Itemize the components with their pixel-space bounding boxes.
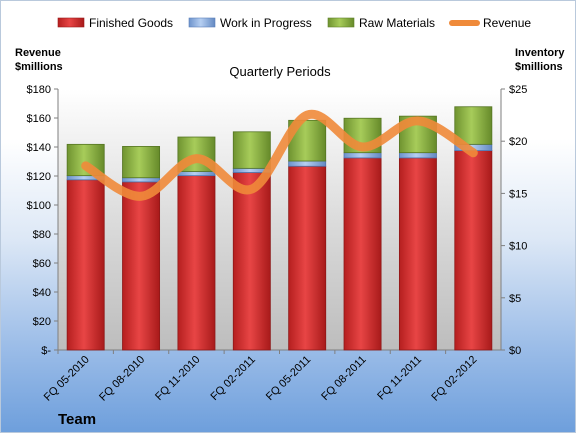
bar-finished-goods bbox=[343, 157, 382, 351]
x-tick-label: FQ 11-2010 bbox=[153, 354, 202, 403]
right-tick-label: $20 bbox=[509, 136, 527, 148]
right-tick-label: $15 bbox=[509, 188, 527, 200]
x-tick-label: FQ 02-2012 bbox=[429, 354, 479, 404]
bar-work-in-progress bbox=[177, 171, 216, 177]
legend-label-revenue: Revenue bbox=[483, 16, 531, 30]
revenue-line bbox=[81, 109, 478, 201]
bar-finished-goods bbox=[232, 172, 271, 351]
bar-work-in-progress bbox=[398, 152, 437, 159]
x-tick-label: FQ 08-2011 bbox=[319, 354, 368, 403]
left-tick-label: $40 bbox=[33, 287, 51, 299]
right-tick-label: $0 bbox=[509, 345, 521, 357]
left-tick-label: $140 bbox=[27, 142, 51, 154]
legend-item-raw-materials: Raw Materials bbox=[327, 16, 435, 30]
right-tick-label: $5 bbox=[509, 293, 521, 305]
legend-label-work-in-progress: Work in Progress bbox=[220, 16, 312, 30]
right-axis-title-line2: $millions bbox=[515, 61, 563, 73]
bar-finished-goods bbox=[66, 179, 105, 351]
left-tick-label: $160 bbox=[27, 113, 51, 125]
legend-item-revenue: Revenue bbox=[449, 16, 531, 30]
x-tick-label: FQ 05-2010 bbox=[42, 354, 92, 404]
left-tick-label: $120 bbox=[27, 171, 51, 183]
left-tick-label: $180 bbox=[27, 84, 51, 96]
left-tick-label: $60 bbox=[33, 258, 51, 270]
legend-label-finished-goods: Finished Goods bbox=[89, 16, 173, 30]
left-axis-title-line1: Revenue bbox=[15, 47, 61, 59]
legend-item-finished-goods: Finished Goods bbox=[57, 16, 173, 30]
legend-label-raw-materials: Raw Materials bbox=[359, 16, 435, 30]
legend-swatch-work-in-progress bbox=[188, 17, 216, 28]
bar-finished-goods bbox=[177, 175, 216, 351]
x-tick-label: FQ 05-2011 bbox=[264, 354, 313, 403]
x-tick-label: FQ 11-2011 bbox=[375, 354, 424, 403]
right-axis-title-line1: Inventory bbox=[515, 47, 565, 59]
bar-raw-materials bbox=[232, 131, 271, 169]
legend-swatch-finished-goods bbox=[57, 17, 85, 28]
left-tick-label: $80 bbox=[33, 229, 51, 241]
bar-finished-goods bbox=[288, 165, 327, 351]
bar-finished-goods bbox=[454, 150, 493, 351]
bar-work-in-progress bbox=[122, 177, 161, 183]
bar-series bbox=[66, 106, 493, 351]
x-axis-ticks: FQ 05-2010 FQ 08-2010 FQ 11-2010 FQ 02-2011… bbox=[42, 350, 479, 404]
bar-raw-materials bbox=[122, 146, 161, 179]
bar-finished-goods bbox=[122, 181, 161, 351]
left-tick-label: $- bbox=[41, 345, 51, 357]
left-tick-label: $100 bbox=[27, 200, 51, 212]
chart-subtitle: Quarterly Periods bbox=[229, 64, 331, 79]
right-tick-label: $25 bbox=[509, 84, 527, 96]
legend-item-work-in-progress: Work in Progress bbox=[188, 16, 312, 30]
legend-swatch-raw-materials bbox=[327, 17, 355, 28]
right-axis-ticks: $0 $5 $10 $15 $20 $25 bbox=[500, 84, 527, 357]
right-tick-label: $10 bbox=[509, 241, 527, 253]
bar-raw-materials bbox=[454, 106, 493, 145]
left-axis-title-line2: $millions bbox=[15, 61, 63, 73]
bar-work-in-progress bbox=[288, 160, 327, 167]
x-tick-label: FQ 02-2011 bbox=[209, 354, 258, 403]
bar-finished-goods bbox=[398, 157, 437, 351]
footer-team-label: Team bbox=[58, 411, 96, 428]
x-tick-label: FQ 08-2010 bbox=[97, 354, 147, 404]
left-tick-label: $20 bbox=[33, 316, 51, 328]
revenue-line-series bbox=[81, 109, 478, 201]
legend: Finished Goods Work in Progress Raw Mate… bbox=[57, 16, 531, 30]
bar-work-in-progress bbox=[343, 152, 382, 159]
